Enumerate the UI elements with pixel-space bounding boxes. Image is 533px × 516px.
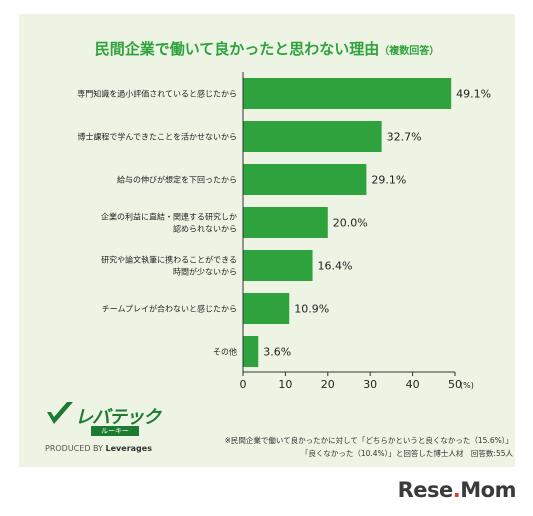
bar-6 [243,293,290,324]
bar-chart: 専門知識を過小評価されていると感じたから 49.1% 博士課程で学んできたことを活か… [77,72,491,391]
x-tick-label-5: 40 [406,378,420,391]
bar-2 [243,121,382,152]
bar-4 [243,207,328,238]
category-label-3: 給与の伸びが想定を下回ったから [117,175,237,185]
title-main: 民間企業で働いて良かったと思わない理由 [94,40,380,58]
produced-by-label: PRODUCED BY [45,444,103,453]
bar-5 [243,250,313,281]
x-unit-label: (%) [460,381,474,390]
checkmark-logo-icon [47,402,73,424]
chart-panel: 民間企業で働いて良かったと思わない理由（複数回答） 専門知識を過小評価されている… [19,14,515,467]
category-label-2: 博士課程で学んできたことを活かせないから [77,132,237,142]
bar-1 [243,78,452,109]
category-label-7: その他 [213,347,237,357]
produced-by-text: PRODUCED BY Leverages [45,444,152,453]
chart-title: 民間企業で働いて良かったと思わない理由（複数回答） [19,38,515,59]
category-label-5: 研究や論文執筆に携わることができる時間が少ないから [101,255,237,277]
category-label-1: 専門知識を過小評価されていると感じたから [77,89,237,99]
logo-subtitle: ルーキー [91,426,139,436]
bar-7 [243,336,259,367]
footnote-line-2: 「良くなかった（10.4%）」と回答した博士人材 回答数:55人 [300,449,513,458]
x-tick-label-2: 10 [278,378,292,391]
brand-dot: . [452,478,461,502]
resemom-brand-logo: Rese.Mom [397,478,517,502]
footnotes: ※民間企業で働いて良かったかに対して「どちらかというと良くなかった（15.6%）… [191,434,513,460]
company-name: Leverages [105,444,152,453]
logo-wordmark: レバテック [75,407,161,428]
value-label-2: 32.7% [387,131,422,144]
x-tick-label-6: 50 [448,378,462,391]
brand-name-a: Rese [397,478,454,502]
footnote-line-1: ※民間企業で働いて良かったかに対して「どちらかというと良くなかった（15.6%）… [224,436,513,445]
value-label-7: 3.6% [263,346,291,359]
value-label-3: 29.1% [371,174,406,187]
title-note: （複数回答） [379,46,440,57]
value-label-1: 49.1% [456,88,491,101]
bar-3 [243,164,367,195]
value-label-6: 10.9% [294,303,329,316]
levtech-rookie-logo: レバテック ルーキー PRODUCED BY Leverages [45,400,175,460]
category-label-6: チームプレイが合わないと感じたから [102,304,237,314]
category-label-4: 企業の利益に直結・関連する研究しか認められないから [101,212,237,234]
value-label-4: 20.0% [333,217,368,230]
x-tick-label-3: 20 [321,378,335,391]
x-tick-label-1: 0 [240,378,247,391]
value-label-5: 16.4% [318,260,353,273]
x-tick-label-4: 30 [363,378,377,391]
brand-name-b: Mom [460,478,516,502]
